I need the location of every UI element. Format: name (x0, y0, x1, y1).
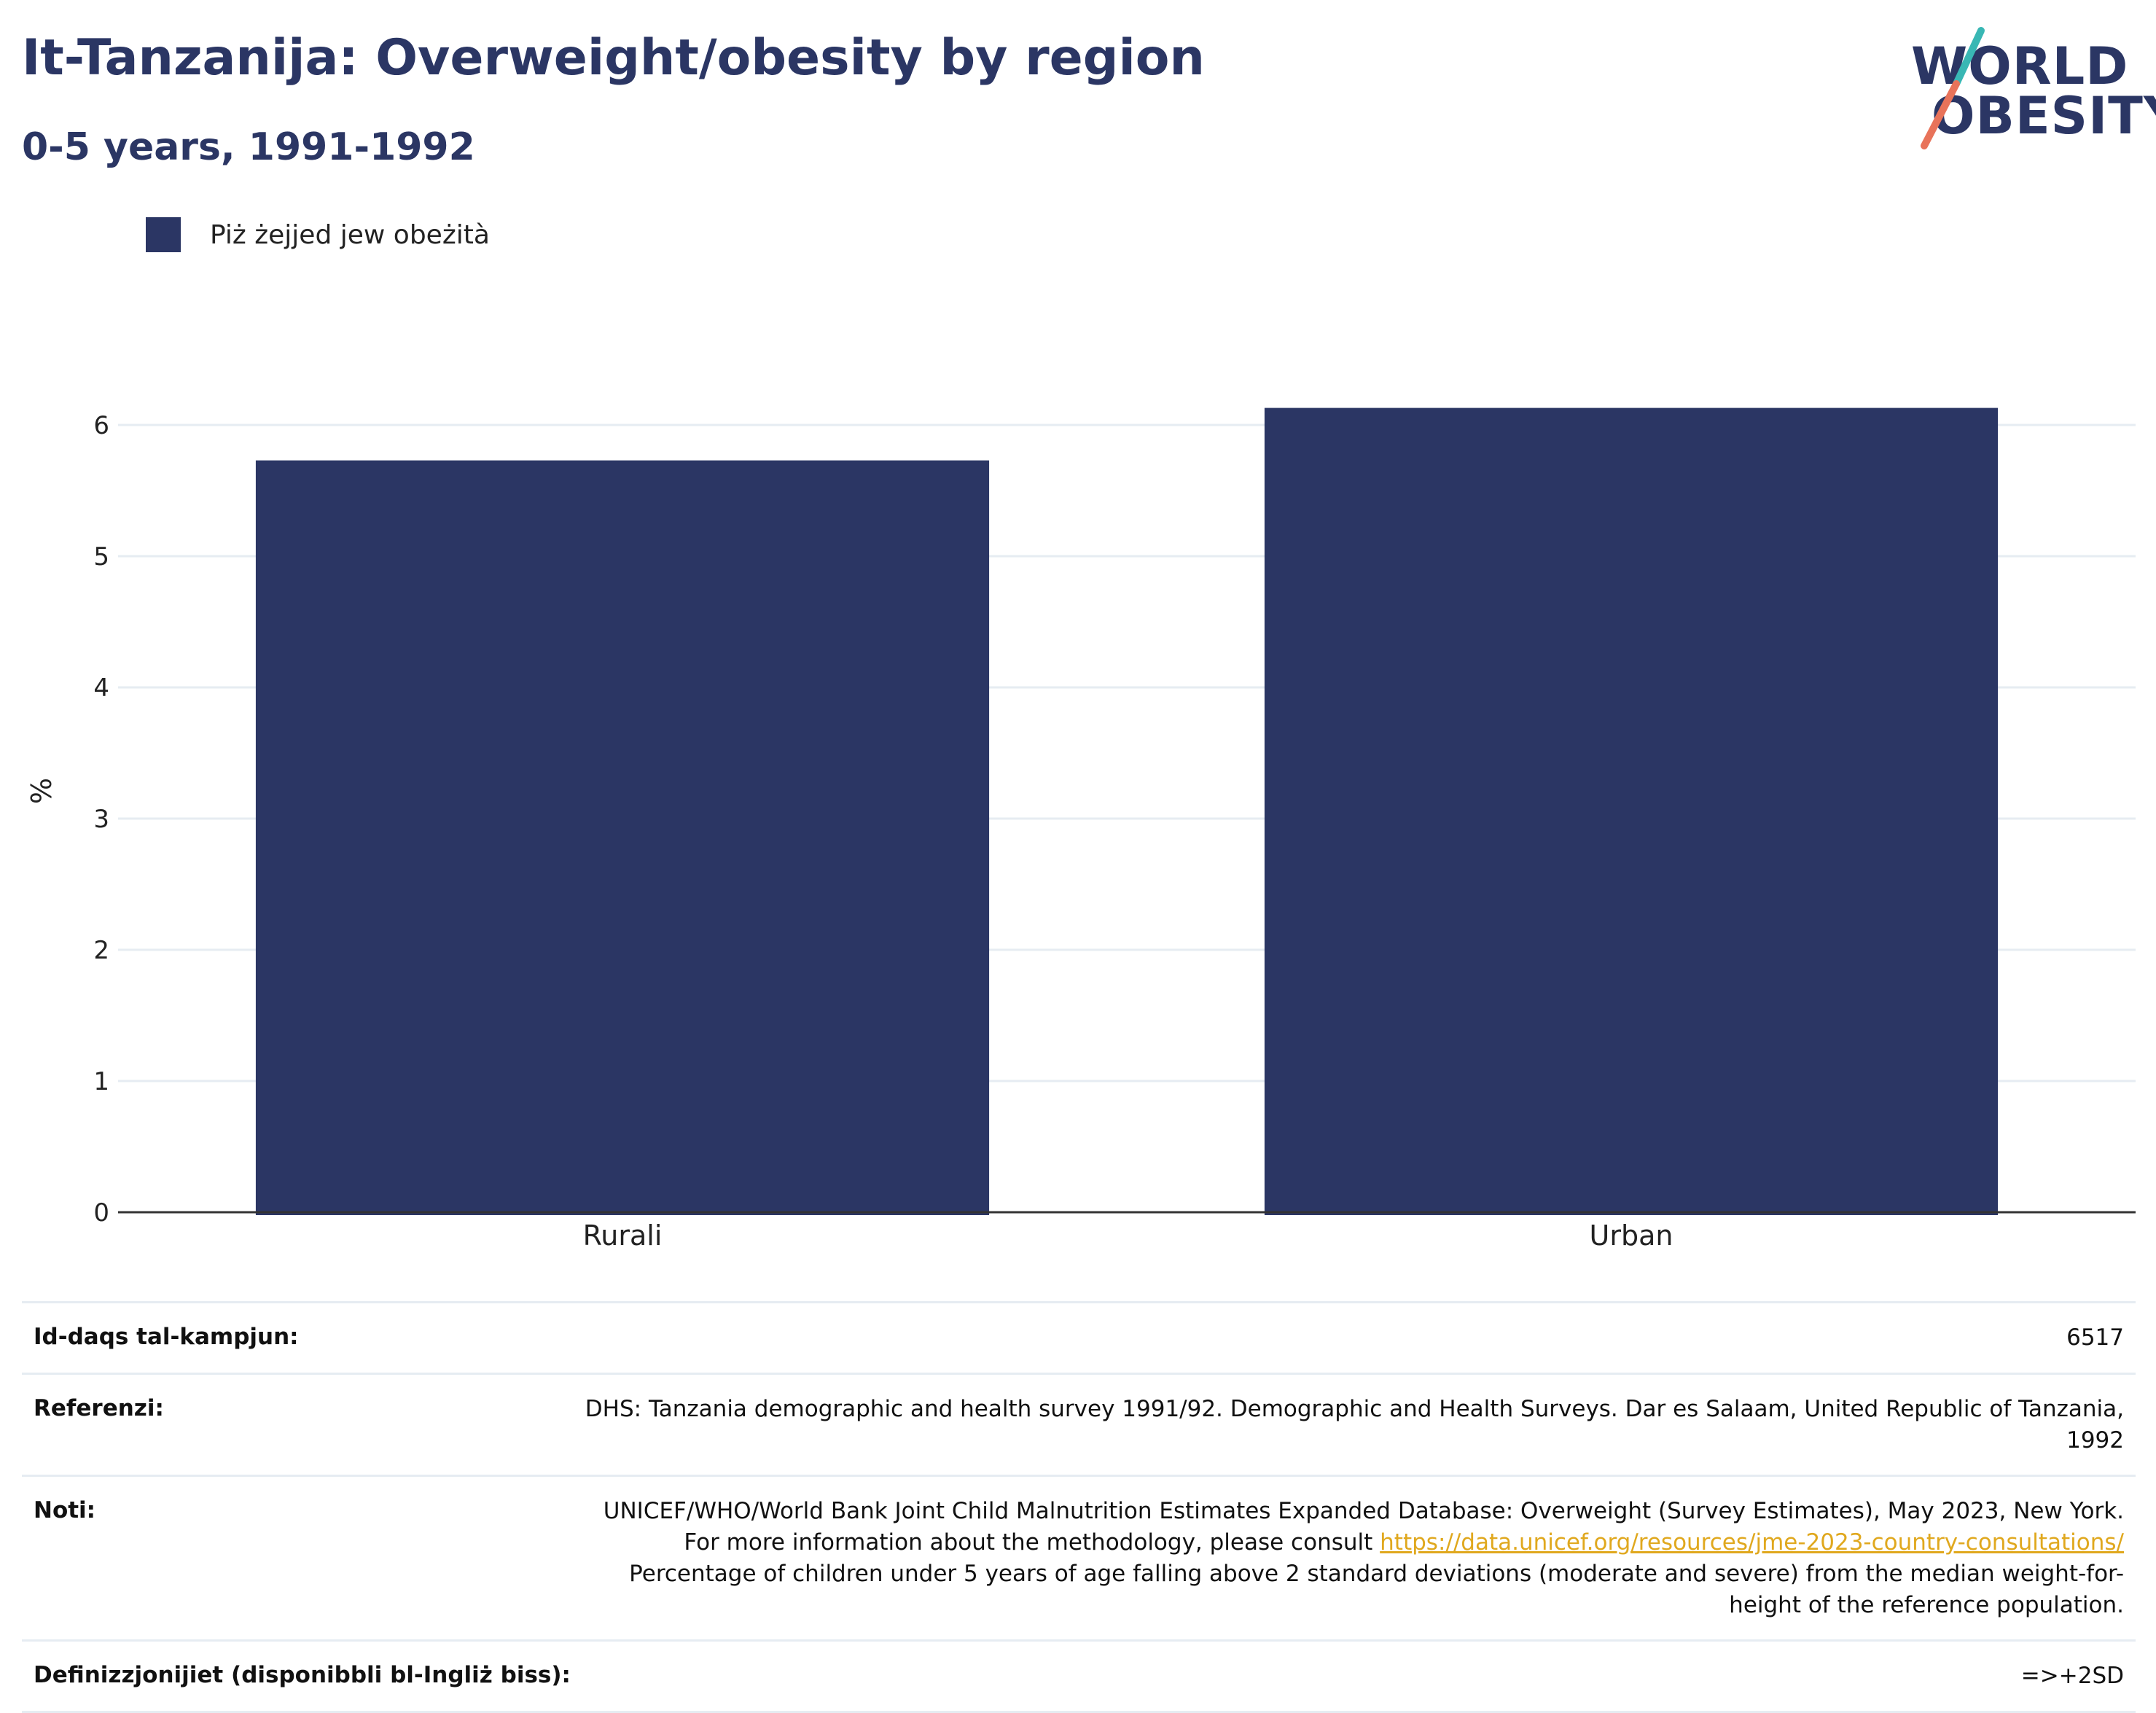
logo-word-1: WORLD (1911, 36, 2129, 96)
info-row-sample: Id-daqs tal-kampjun: 6517 (22, 1301, 2136, 1373)
definitions-value: =>+2SD (2020, 1663, 2124, 1690)
info-row-notes: Noti: UNICEF/WHO/World Bank Joint Child … (22, 1475, 2136, 1639)
notes-label: Noti: (34, 1497, 96, 1524)
chart-subtitle: 0-5 years, 1991-1992 (22, 125, 475, 169)
bar-urban (1264, 407, 1999, 1215)
y-tick-label: 4 (93, 674, 109, 703)
y-tick-label: 2 (93, 936, 109, 965)
x-tick-label: Urban (1590, 1220, 1673, 1252)
logo-slash-icon (1921, 27, 1985, 149)
references-value: DHS: Tanzania demographic and health sur… (585, 1395, 2124, 1453)
notes-value: UNICEF/WHO/World Bank Joint Child Malnut… (560, 1477, 2136, 1639)
notes-text-1: UNICEF/WHO/World Bank Joint Child Malnut… (603, 1498, 2124, 1556)
y-tick-label: 5 (93, 542, 109, 571)
bar-rurali (255, 460, 990, 1215)
legend-swatch (146, 217, 181, 252)
sample-size-value: 6517 (2066, 1324, 2124, 1351)
notes-text-2: Percentage of children under 5 years of … (629, 1560, 2124, 1618)
references-label: Referenzi: (34, 1394, 164, 1421)
y-tick-label: 3 (93, 805, 109, 834)
legend: Piż żejjed jew obeżità (146, 217, 490, 252)
world-obesity-logo[interactable]: WORLD OBESITY (1902, 22, 2156, 153)
bar-chart: 0 1 2 3 4 5 6 Rurali Urban (93, 407, 2136, 1252)
logo-word-2: OBESITY (1932, 86, 2156, 146)
y-tick-label: 6 (93, 411, 109, 440)
legend-label: Piż żejjed jew obeżità (210, 219, 490, 250)
sample-size-label: Id-daqs tal-kampjun: (34, 1324, 299, 1350)
definitions-label: Definizzjonijiet (disponibbli bl-Ingliż … (34, 1662, 571, 1689)
x-tick-label: Rurali (583, 1220, 663, 1252)
y-tick-label: 1 (93, 1067, 109, 1096)
chart-title: It-Tanzanija: Overweight/obesity by regi… (22, 29, 1205, 87)
y-tick-label: 0 (93, 1198, 109, 1228)
methodology-link[interactable]: https://data.unicef.org/resources/jme-20… (1380, 1529, 2124, 1556)
info-row-references: Referenzi: DHS: Tanzania demographic and… (22, 1372, 2136, 1475)
info-row-definitions: Definizzjonijiet (disponibbli bl-Ingliż … (22, 1639, 2136, 1713)
info-table: Id-daqs tal-kampjun: 6517 Referenzi: DHS… (22, 1301, 2136, 1713)
